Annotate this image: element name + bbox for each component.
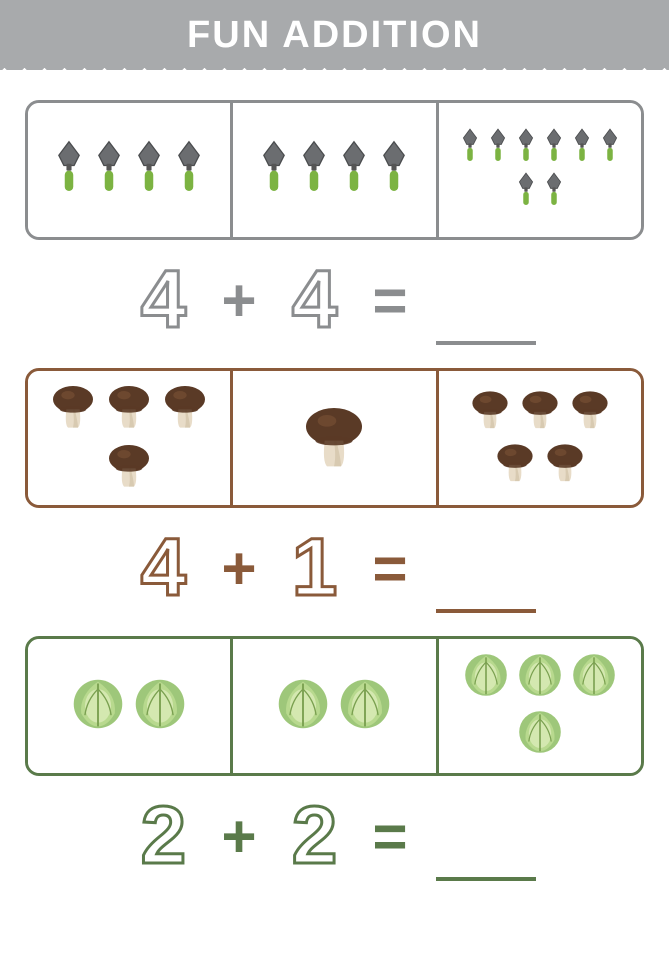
trowel-icon: [515, 128, 537, 168]
mushroom-icon: [104, 381, 154, 436]
mushroom-icon: [48, 381, 98, 436]
cabbage-icon: [132, 676, 188, 737]
picture-cell: [28, 639, 233, 773]
page-title: FUN ADDITION: [187, 14, 482, 57]
trowel-icon: [337, 140, 371, 199]
answer-blank[interactable]: [436, 553, 536, 613]
traceable-number-b[interactable]: 4: [285, 253, 345, 347]
plus-operator: +: [221, 802, 256, 871]
equation-row: 2 +2 =: [25, 786, 644, 886]
mushroom-icon: [104, 440, 154, 495]
traceable-number-a[interactable]: 4: [133, 253, 193, 347]
trowel-icon: [257, 140, 291, 199]
mushroom-icon: [543, 440, 587, 489]
traceable-number-b[interactable]: 1: [285, 521, 345, 615]
mushroom-icon: [568, 387, 612, 436]
trowel-icon: [52, 140, 86, 199]
trowel-icon: [515, 172, 537, 212]
plus-operator: +: [221, 266, 256, 335]
picture-cell: [439, 639, 641, 773]
mushroom-icon: [518, 387, 562, 436]
trowel-icon: [172, 140, 206, 199]
traceable-number-b[interactable]: 2: [285, 789, 345, 883]
addition-problem: 2 +2 =: [25, 636, 644, 886]
cabbage-icon: [337, 676, 393, 737]
trowel-icon: [599, 128, 621, 168]
traceable-number-a[interactable]: 2: [133, 789, 193, 883]
equals-sign: =: [373, 266, 408, 335]
picture-cell: [28, 371, 233, 505]
cabbage-icon: [516, 708, 564, 761]
cabbage-icon: [570, 651, 618, 704]
mushroom-icon: [468, 387, 512, 436]
equals-sign: =: [373, 534, 408, 603]
trowel-icon: [543, 128, 565, 168]
cabbage-icon: [275, 676, 331, 737]
picture-cell: [28, 103, 233, 237]
trowel-icon: [487, 128, 509, 168]
picture-cell: [439, 371, 641, 505]
equals-sign: =: [373, 802, 408, 871]
addition-problem: 4 +4 =: [25, 100, 644, 350]
mushroom-icon: [299, 401, 369, 476]
cabbage-icon: [462, 651, 510, 704]
picture-cells-row: [25, 368, 644, 508]
mushroom-icon: [160, 381, 210, 436]
cabbage-icon: [70, 676, 126, 737]
equation-row: 4 +4 =: [25, 250, 644, 350]
trowel-icon: [92, 140, 126, 199]
picture-cell: [233, 103, 438, 237]
trowel-icon: [459, 128, 481, 168]
trowel-icon: [297, 140, 331, 199]
answer-blank[interactable]: [436, 285, 536, 345]
mushroom-icon: [493, 440, 537, 489]
header-banner: FUN ADDITION: [0, 0, 669, 70]
picture-cell: [233, 371, 438, 505]
trowel-icon: [571, 128, 593, 168]
equation-row: 4 +1 =: [25, 518, 644, 618]
trowel-icon: [543, 172, 565, 212]
worksheet-content: 4 +4 =: [0, 70, 669, 914]
zigzag-border: [0, 68, 669, 82]
traceable-number-a[interactable]: 4: [133, 521, 193, 615]
picture-cells-row: [25, 100, 644, 240]
trowel-icon: [377, 140, 411, 199]
cabbage-icon: [516, 651, 564, 704]
picture-cells-row: [25, 636, 644, 776]
addition-problem: 4 +1 =: [25, 368, 644, 618]
picture-cell: [439, 103, 641, 237]
answer-blank[interactable]: [436, 821, 536, 881]
picture-cell: [233, 639, 438, 773]
plus-operator: +: [221, 534, 256, 603]
trowel-icon: [132, 140, 166, 199]
